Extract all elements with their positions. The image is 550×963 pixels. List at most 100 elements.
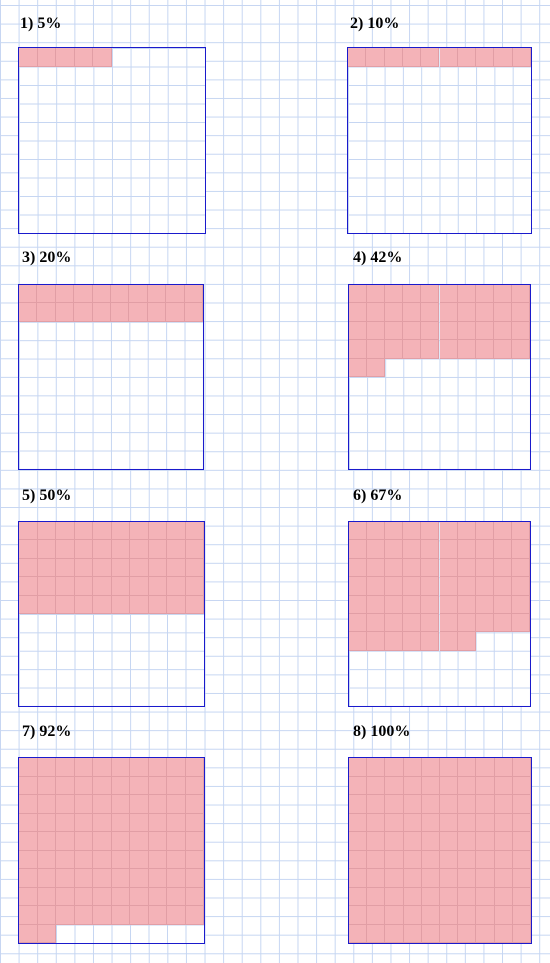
- hundred-square: [18, 757, 205, 944]
- shaded-cell: [439, 632, 458, 651]
- shaded-cell: [493, 321, 512, 341]
- shaded-cell: [167, 832, 186, 851]
- shaded-cell: [148, 832, 167, 851]
- shaded-cell: [439, 558, 458, 578]
- panel-label: 7) 92%: [22, 723, 72, 740]
- shaded-cell: [367, 540, 386, 559]
- shaded-cell: [185, 850, 204, 869]
- shaded-cell: [458, 850, 477, 869]
- shaded-cell: [421, 795, 440, 814]
- shaded-cell: [37, 887, 56, 906]
- hundred-square: [348, 521, 531, 707]
- shaded-cell: [56, 48, 75, 67]
- shaded-cell: [367, 869, 386, 888]
- shaded-cell: [19, 285, 38, 304]
- shaded-cell: [148, 850, 167, 869]
- shaded-cell: [511, 340, 530, 359]
- shaded-cell: [457, 540, 476, 559]
- shaded-cells: [19, 522, 204, 706]
- shaded-cell: [440, 869, 459, 888]
- shaded-cell: [129, 303, 148, 322]
- shaded-cell: [167, 795, 186, 814]
- shaded-cell: [403, 758, 422, 777]
- shaded-cell: [475, 340, 494, 359]
- shaded-cell: [74, 577, 93, 596]
- shaded-cell: [56, 795, 75, 814]
- shaded-cell: [349, 924, 368, 943]
- shaded-cell: [349, 795, 368, 814]
- shaded-cell: [403, 850, 422, 869]
- shaded-cell: [37, 795, 56, 814]
- shaded-cell: [37, 522, 56, 541]
- shaded-cell: [458, 832, 477, 851]
- shaded-cell: [130, 906, 149, 925]
- shaded-cell: [19, 758, 38, 777]
- shaded-cell: [74, 558, 93, 578]
- shaded-cell: [37, 776, 56, 795]
- shaded-cell: [458, 795, 477, 814]
- hundred-square: [18, 284, 204, 470]
- shaded-cell: [74, 48, 94, 67]
- shaded-cell: [37, 595, 56, 614]
- shaded-cell: [111, 776, 130, 795]
- shaded-cell: [19, 850, 38, 869]
- shaded-cell: [111, 795, 130, 814]
- shaded-cell: [440, 776, 459, 795]
- shaded-cell: [457, 614, 476, 633]
- shaded-cell: [56, 832, 75, 851]
- shaded-cell: [494, 906, 513, 925]
- shaded-cell: [494, 758, 513, 777]
- shaded-cell: [56, 522, 75, 541]
- shaded-cell: [367, 906, 386, 925]
- shaded-cell: [166, 285, 185, 304]
- shaded-cell: [349, 906, 368, 925]
- shaded-cell: [348, 48, 367, 67]
- shaded-cell: [476, 48, 495, 67]
- panel-label: 8) 100%: [353, 723, 411, 740]
- shaded-cell: [493, 285, 512, 304]
- shaded-cell: [111, 887, 130, 906]
- shaded-cell: [457, 321, 476, 341]
- shaded-cell: [147, 285, 167, 304]
- shaded-cell: [385, 758, 404, 777]
- shaded-cell: [148, 595, 167, 614]
- shaded-cell: [476, 776, 495, 795]
- shaded-cell: [129, 285, 148, 304]
- shaded-cell: [167, 558, 186, 578]
- shaded-cell: [403, 595, 422, 614]
- shaded-cell: [111, 558, 130, 578]
- shaded-cell: [93, 906, 112, 925]
- shaded-cell: [458, 906, 477, 925]
- shaded-cell: [475, 595, 494, 614]
- shaded-cell: [130, 795, 149, 814]
- shaded-cell: [185, 813, 204, 832]
- shaded-cell: [439, 577, 458, 596]
- shaded-cell: [403, 813, 422, 832]
- shaded-cell: [421, 614, 440, 633]
- shaded-cell: [458, 776, 477, 795]
- shaded-cell: [185, 795, 204, 814]
- shaded-cell: [385, 632, 404, 651]
- shaded-cell: [385, 577, 404, 596]
- shaded-cell: [130, 850, 149, 869]
- shaded-cell: [92, 285, 111, 304]
- shaded-cell: [403, 795, 422, 814]
- shaded-cell: [111, 522, 130, 541]
- shaded-cell: [512, 832, 531, 851]
- shaded-cell: [130, 758, 149, 777]
- shaded-cell: [19, 795, 38, 814]
- shaded-cell: [367, 358, 386, 377]
- shaded-cell: [385, 321, 404, 341]
- shaded-cell: [167, 577, 186, 596]
- shaded-cell: [93, 48, 112, 67]
- shaded-cell: [74, 850, 93, 869]
- shaded-cell: [439, 522, 458, 541]
- shaded-cell: [476, 795, 495, 814]
- shaded-cell: [493, 577, 512, 596]
- shaded-cell: [19, 924, 38, 943]
- shaded-cell: [384, 48, 403, 67]
- shaded-cell: [476, 869, 495, 888]
- shaded-cell: [403, 887, 422, 906]
- shaded-cell: [512, 869, 531, 888]
- panel-label: 5) 50%: [22, 487, 72, 504]
